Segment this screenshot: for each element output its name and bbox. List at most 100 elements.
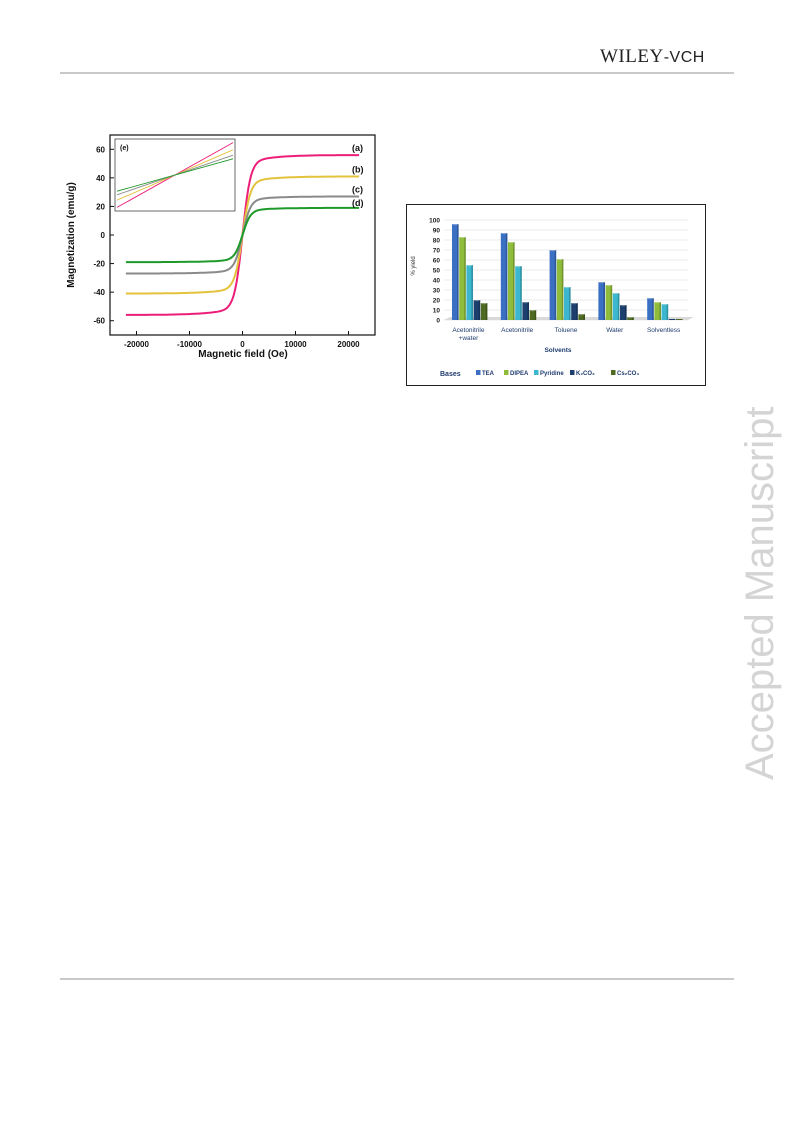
bar-shade	[603, 282, 605, 320]
bar-shade	[527, 302, 529, 320]
bar-top	[598, 280, 605, 284]
y-tick-label: 0	[436, 318, 440, 325]
bar-top	[515, 264, 522, 268]
bar	[556, 259, 564, 320]
x-tick-label: -10000	[177, 340, 202, 349]
inset-line	[116, 158, 234, 192]
bar-top	[612, 291, 620, 295]
bar	[598, 282, 605, 320]
bar-shade	[457, 224, 459, 320]
bar-shade	[576, 303, 578, 320]
bar	[647, 298, 654, 320]
bar	[612, 293, 620, 320]
bar	[522, 302, 529, 320]
footer-rule	[60, 978, 734, 980]
bar-top	[452, 222, 459, 226]
yield-bar-chart: 0 10 20 30 40 50 60 70 80 90 100 Acetonitrile +wate…	[406, 204, 706, 386]
bar-top	[508, 240, 515, 244]
bar-shade	[520, 266, 522, 320]
y-tick-label: -60	[93, 317, 105, 326]
bar-top	[571, 301, 578, 305]
bar-top	[466, 263, 473, 267]
bar-shade	[513, 242, 515, 320]
bar-top	[627, 315, 634, 319]
magnetization-chart: -20000 -10000 0 10000 20000-60-40-200204060 …	[60, 125, 390, 375]
bar-top	[522, 300, 529, 304]
category-label: Toluene	[555, 327, 578, 334]
y-tick-label: 0	[101, 231, 106, 240]
curve-d	[125, 206, 360, 264]
bar-top	[480, 301, 488, 305]
legend-swatch	[570, 370, 575, 375]
bar-top	[500, 231, 508, 235]
series-label: (c)	[352, 184, 363, 194]
x-axis-label: Solvents	[544, 347, 571, 354]
y-tick-label: 100	[429, 218, 440, 225]
x-tick-label: 10000	[284, 340, 307, 349]
y-tick-label: 30	[433, 288, 441, 295]
y-tick-label: 60	[96, 145, 105, 154]
bar-top	[620, 303, 627, 307]
bar	[466, 265, 473, 320]
inset-label: (e)	[120, 145, 129, 152]
bar	[549, 250, 557, 320]
y-tick-label: 60	[433, 258, 441, 265]
bar	[564, 287, 571, 320]
x-axis-label: Magnetic field (Oe)	[198, 349, 287, 360]
legend-swatch	[611, 370, 616, 375]
watermark: Accepted Manuscript	[738, 406, 782, 780]
bar	[605, 285, 613, 320]
bar-top	[473, 298, 481, 302]
y-tick-label: 70	[433, 248, 441, 255]
bar-top	[556, 257, 564, 261]
bar	[529, 310, 537, 320]
category-label: Water	[606, 327, 624, 334]
y-axis-label: Magnetization (emu/g)	[66, 182, 77, 288]
y-tick-label: 40	[433, 278, 441, 285]
bar-shade	[652, 298, 654, 320]
publisher-logo: WILEY-VCH	[600, 46, 705, 68]
legend-label: TEA	[482, 371, 495, 377]
series-label: (a)	[352, 143, 363, 153]
legend-swatch	[504, 370, 509, 375]
bar-shade	[554, 250, 557, 320]
bar-shade	[534, 310, 537, 320]
y-tick-label: 90	[433, 228, 441, 235]
bar-top	[654, 300, 661, 304]
bar	[473, 300, 481, 320]
bar-shade	[632, 317, 634, 320]
bar	[571, 303, 578, 320]
bar-top	[529, 308, 537, 312]
x-tick-label: -20000	[124, 340, 149, 349]
bar	[452, 224, 459, 320]
bar-top	[661, 302, 669, 306]
bar	[654, 302, 661, 320]
bar-shade	[561, 259, 564, 320]
y-tick-label: 10	[433, 308, 441, 315]
category-label: Acetonitrile	[501, 327, 534, 334]
legend-label: K₂CO₃	[576, 371, 595, 377]
legend-swatch	[476, 370, 481, 375]
bar-top	[578, 312, 585, 316]
y-tick-label: 40	[96, 174, 105, 183]
bar	[676, 319, 683, 320]
bar	[508, 242, 515, 320]
bar-shade	[505, 233, 508, 320]
bar-shade	[569, 287, 571, 320]
publisher-sub: -VCH	[663, 49, 705, 66]
bar-shade	[478, 300, 481, 320]
x-tick-label: 0	[240, 340, 245, 349]
bar	[578, 314, 585, 320]
legend-title: Bases	[440, 371, 461, 378]
bar-top	[647, 296, 654, 300]
y-tick-label: 50	[433, 268, 441, 275]
series-label: (b)	[352, 164, 364, 174]
bar-shade	[610, 285, 613, 320]
x-tick-label: 20000	[337, 340, 360, 349]
bar-shade	[617, 293, 620, 320]
bar	[627, 317, 634, 320]
bar-shade	[464, 237, 466, 320]
bar-top	[549, 248, 557, 252]
bar	[480, 303, 488, 320]
bar-shade	[659, 302, 661, 320]
